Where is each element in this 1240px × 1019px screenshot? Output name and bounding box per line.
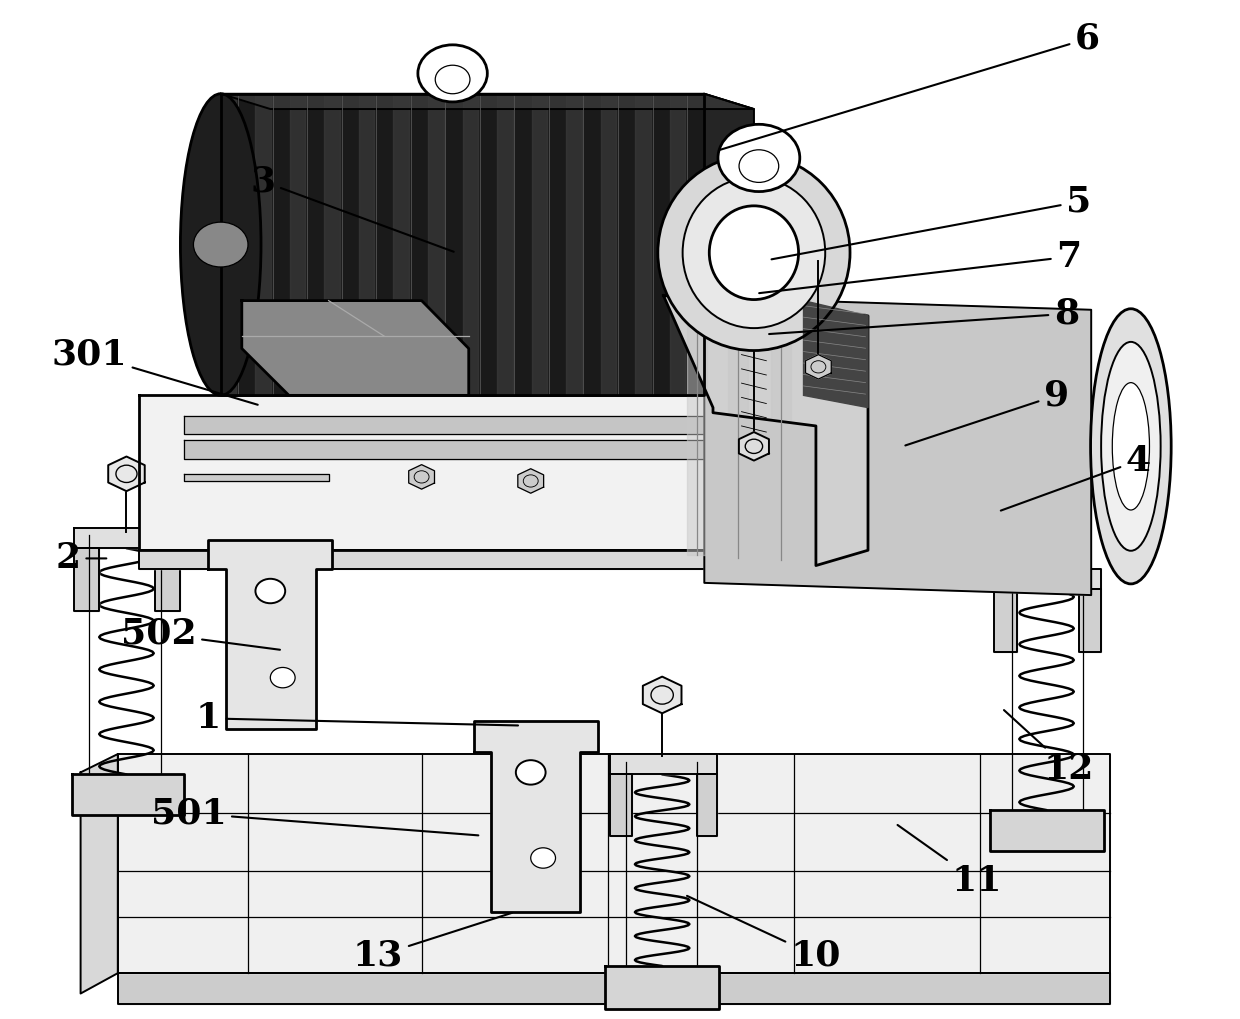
Polygon shape [184, 474, 329, 481]
Polygon shape [642, 677, 682, 713]
Polygon shape [567, 94, 582, 395]
Polygon shape [255, 94, 270, 395]
Text: 502: 502 [122, 616, 280, 651]
Circle shape [418, 45, 487, 102]
Circle shape [193, 222, 248, 267]
Text: 301: 301 [52, 337, 258, 405]
Polygon shape [663, 296, 868, 566]
Polygon shape [290, 94, 305, 395]
Polygon shape [208, 540, 332, 729]
Circle shape [414, 471, 429, 483]
Polygon shape [74, 548, 99, 611]
Circle shape [811, 361, 826, 373]
Ellipse shape [181, 94, 260, 395]
Polygon shape [994, 569, 1101, 589]
Polygon shape [605, 966, 719, 1009]
Circle shape [531, 848, 556, 868]
Polygon shape [1079, 589, 1101, 652]
Polygon shape [118, 973, 1110, 1004]
Polygon shape [139, 550, 936, 569]
Polygon shape [704, 94, 754, 411]
Polygon shape [118, 754, 1110, 973]
Circle shape [1037, 500, 1056, 518]
Polygon shape [610, 754, 717, 774]
Polygon shape [1028, 492, 1065, 527]
Polygon shape [139, 395, 936, 550]
Text: 8: 8 [769, 297, 1079, 334]
Polygon shape [74, 528, 180, 548]
Polygon shape [81, 754, 118, 994]
Polygon shape [739, 432, 769, 461]
Polygon shape [155, 548, 180, 611]
Polygon shape [697, 774, 717, 836]
Ellipse shape [1112, 382, 1149, 510]
Polygon shape [325, 94, 340, 395]
Polygon shape [393, 94, 409, 395]
Circle shape [739, 150, 779, 182]
Circle shape [516, 760, 546, 785]
Polygon shape [497, 94, 512, 395]
Polygon shape [184, 416, 930, 434]
Polygon shape [221, 94, 754, 109]
Polygon shape [518, 469, 543, 493]
Polygon shape [221, 94, 237, 395]
Text: 9: 9 [905, 378, 1069, 445]
Circle shape [435, 65, 470, 94]
Polygon shape [806, 355, 831, 379]
Text: 5: 5 [771, 184, 1091, 259]
Polygon shape [358, 94, 374, 395]
Circle shape [270, 667, 295, 688]
Text: 3: 3 [250, 164, 454, 252]
Polygon shape [670, 94, 686, 395]
Circle shape [115, 465, 136, 483]
Polygon shape [600, 94, 616, 395]
Polygon shape [409, 465, 434, 489]
Text: 1: 1 [196, 701, 518, 736]
Text: 501: 501 [150, 796, 479, 836]
Ellipse shape [1091, 309, 1172, 584]
Polygon shape [221, 94, 704, 395]
Polygon shape [610, 774, 632, 836]
Polygon shape [242, 301, 469, 395]
Polygon shape [184, 440, 930, 459]
Circle shape [745, 439, 763, 453]
Ellipse shape [709, 206, 799, 300]
Text: 7: 7 [759, 239, 1081, 293]
Polygon shape [108, 457, 145, 491]
Text: 10: 10 [687, 896, 841, 973]
Polygon shape [687, 306, 707, 555]
Polygon shape [463, 94, 479, 395]
Polygon shape [635, 94, 651, 395]
Text: 12: 12 [1004, 710, 1094, 787]
Circle shape [523, 475, 538, 487]
Text: 6: 6 [719, 21, 1100, 150]
Text: 11: 11 [898, 825, 1002, 899]
Circle shape [651, 686, 673, 704]
Ellipse shape [657, 155, 851, 351]
Ellipse shape [1101, 341, 1161, 550]
Polygon shape [474, 721, 598, 912]
Polygon shape [994, 589, 1017, 652]
Circle shape [718, 124, 800, 192]
Text: 4: 4 [1001, 443, 1151, 511]
Polygon shape [990, 810, 1104, 851]
Text: 2: 2 [56, 541, 107, 576]
Polygon shape [771, 308, 791, 560]
Polygon shape [728, 306, 748, 558]
Polygon shape [804, 301, 868, 408]
Polygon shape [532, 94, 547, 395]
Text: 13: 13 [353, 913, 512, 973]
Ellipse shape [682, 177, 826, 328]
Polygon shape [428, 94, 444, 395]
Circle shape [255, 579, 285, 603]
Polygon shape [72, 774, 184, 815]
Polygon shape [704, 298, 1091, 595]
